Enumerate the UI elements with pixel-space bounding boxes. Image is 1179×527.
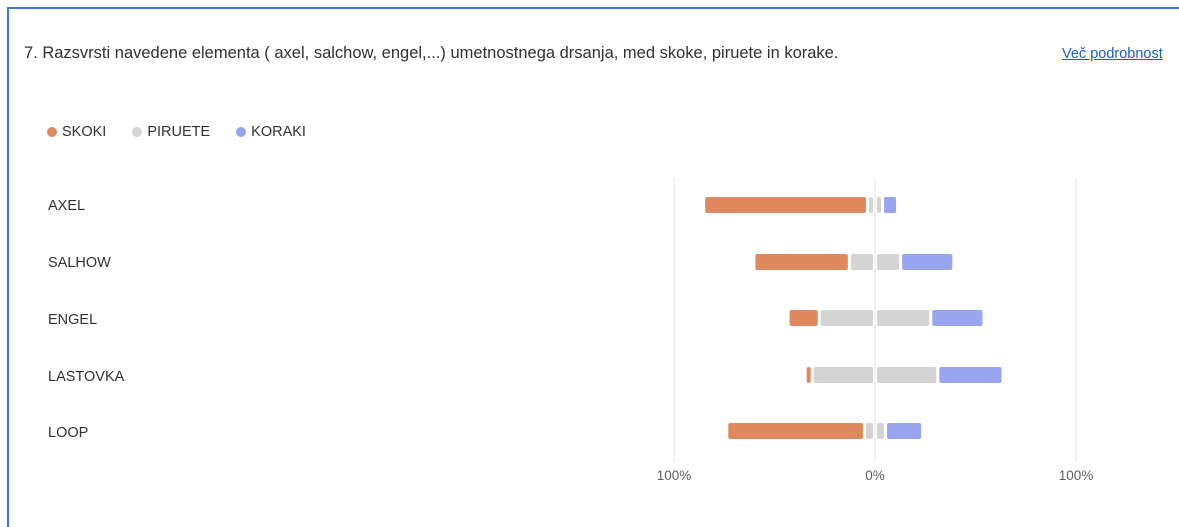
row-label-lastovka: LASTOVKA	[48, 369, 125, 385]
bar-piruete-right-salhow[interactable]	[877, 254, 900, 270]
bar-koraki-salhow[interactable]	[902, 254, 953, 270]
legend-item-piruete: PIRUETE	[132, 124, 210, 140]
question-card	[7, 7, 1179, 527]
bar-piruete-left-axel[interactable]	[868, 197, 873, 213]
bar-koraki-loop[interactable]	[887, 423, 922, 439]
bar-skoki-loop[interactable]	[728, 423, 863, 439]
bar-skoki-salhow[interactable]	[755, 254, 848, 270]
legend-label-koraki: KORAKI	[251, 124, 306, 140]
bar-piruete-right-axel[interactable]	[877, 197, 882, 213]
question-title: 7. Razsvrsti navedene elementa ( axel, s…	[24, 44, 839, 62]
bar-skoki-engel[interactable]	[789, 310, 818, 326]
row-label-salhow: SALHOW	[48, 255, 111, 271]
x-tick-label-2: 100%	[1059, 468, 1094, 483]
legend-label-skoki: SKOKI	[62, 124, 107, 140]
bar-piruete-left-lastovka[interactable]	[813, 367, 873, 383]
row-label-axel: AXEL	[48, 198, 86, 214]
row-label-loop: LOOP	[48, 425, 89, 441]
chart-legend: SKOKI PIRUETE KORAKI	[47, 124, 332, 140]
more-details-link[interactable]: Več podrobnost	[1062, 46, 1163, 62]
diverging-bar-chart: 100% 0% 100%	[657, 178, 1094, 483]
legend-label-piruete: PIRUETE	[147, 124, 211, 140]
bar-koraki-lastovka[interactable]	[939, 367, 1002, 383]
legend-item-koraki: KORAKI	[236, 124, 306, 140]
bar-piruete-left-loop[interactable]	[865, 423, 873, 439]
bar-piruete-left-salhow[interactable]	[850, 254, 873, 270]
x-tick-label-0: 100%	[657, 468, 692, 483]
legend-dot-skoki-icon	[47, 127, 57, 137]
bar-piruete-right-loop[interactable]	[877, 423, 885, 439]
bar-skoki-axel[interactable]	[705, 197, 866, 213]
legend-dot-piruete-icon	[132, 127, 143, 137]
bar-piruete-left-engel[interactable]	[820, 310, 873, 326]
bar-koraki-engel[interactable]	[932, 310, 983, 326]
bar-piruete-right-lastovka[interactable]	[877, 367, 937, 383]
legend-item-skoki: SKOKI	[47, 124, 106, 140]
bar-piruete-right-engel[interactable]	[877, 310, 930, 326]
bar-koraki-axel[interactable]	[884, 197, 897, 213]
x-tick-label-1: 0%	[865, 468, 885, 483]
legend-dot-koraki-icon	[236, 127, 247, 137]
row-label-engel: ENGEL	[48, 312, 98, 328]
bar-skoki-lastovka[interactable]	[806, 367, 811, 383]
